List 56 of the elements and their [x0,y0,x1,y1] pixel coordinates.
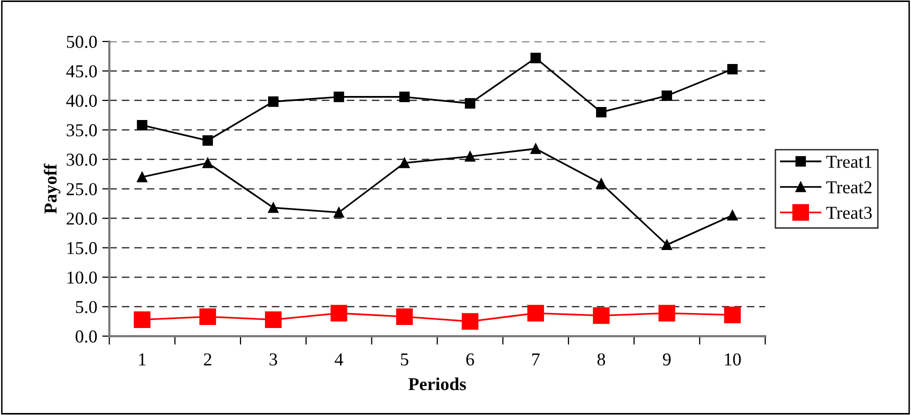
point [268,96,279,107]
point [530,52,541,64]
point [464,98,476,109]
y-tick-label: 15.0 [68,242,97,254]
y-tick-label: 40.0 [66,94,97,107]
y-tick-label: 35.0 [66,124,97,136]
legend-label: Treat3 [826,206,872,219]
x-tick-label: 4 [334,353,344,366]
point [527,304,544,322]
point [334,207,344,218]
point [662,240,672,250]
y-tick-label: 5.0 [76,300,97,314]
y-axis-title: Payoff [44,164,60,214]
point [658,304,676,322]
point [464,151,476,162]
x-tick-label: 7 [532,354,540,366]
point [330,304,348,322]
x-tick-label: 10 [725,353,741,366]
point [136,172,148,182]
point [462,313,478,330]
point [727,210,738,221]
x-tick-label: 8 [597,353,606,366]
y-tick-label: 50.0 [66,36,97,48]
point [136,120,148,130]
point [199,308,216,326]
x-tick-label: 9 [662,353,671,366]
x-tick-label: 6 [466,353,474,366]
point [334,92,344,102]
point [268,202,279,213]
x-axis-title: Periods [408,378,466,390]
x-tick-label: 2 [204,353,212,366]
legend-label: Treat2 [826,181,872,194]
point [596,107,606,118]
point [592,307,610,324]
point [202,135,213,146]
point [727,64,738,74]
x-tick-label: 5 [401,354,408,366]
x-tick-label: 3 [270,353,278,366]
point [396,308,413,326]
y-tick-label: 25.0 [66,183,97,196]
point [530,144,541,154]
point [399,158,410,168]
point [134,311,150,328]
y-tick-label: 30.0 [66,154,97,166]
y-tick-label: 0.0 [76,330,97,343]
point [202,158,213,168]
y-tick-label: 45.0 [66,65,97,78]
point [596,178,606,189]
point [724,306,741,324]
legend-label: Treat1 [826,156,872,168]
y-tick-label: 20.0 [66,212,97,225]
point [264,311,282,328]
y-tick-label: 10.0 [68,271,97,284]
point [399,92,410,102]
point [662,90,672,101]
x-tick-label: 1 [139,353,146,366]
